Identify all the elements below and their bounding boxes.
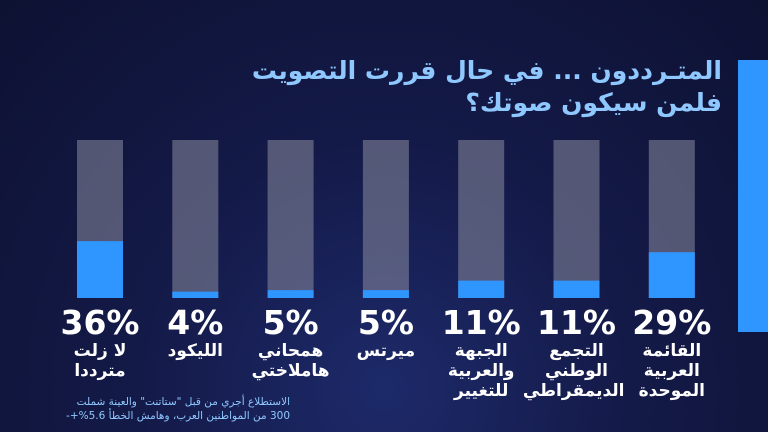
bar [648, 252, 695, 298]
bar [553, 280, 600, 298]
bar-track [362, 140, 409, 298]
bar-track [553, 140, 600, 298]
bar-track [172, 140, 219, 298]
value-label: 5% [357, 303, 414, 342]
category-label: همحاني هاملاختي [251, 341, 330, 381]
category-label: ميرتس [356, 341, 416, 361]
category-label: الجبهة والعربية للتغيير [447, 341, 515, 401]
note: الاستطلاع أجري من قبل "ستاتنت" والعينة ش… [76, 396, 290, 408]
category-label: لا زلت مترددا [73, 341, 127, 381]
category-label: التجمع الوطني الديمقراطي [522, 341, 625, 401]
bar [172, 291, 219, 298]
value-label: 4% [167, 303, 224, 342]
bar [458, 280, 505, 298]
value-label: 11% [537, 303, 616, 342]
category-label: الليكود [167, 341, 223, 361]
bar [77, 241, 123, 298]
chart-title: فلمن سيكون صوتك؟ [465, 88, 722, 117]
value-label: 5% [262, 303, 319, 342]
value-label: 11% [441, 303, 521, 342]
value-label: 29% [632, 303, 712, 342]
chart-title: المتـرددون ... في حال قررت التصويت [251, 56, 722, 85]
bar-track [458, 140, 505, 298]
accent-bar [738, 60, 768, 332]
note: 300 من المواطنين العرب، وهامش الخطأ 5.6%… [66, 410, 290, 422]
bar [267, 290, 314, 298]
value-label: 36% [60, 303, 140, 342]
category-label: القائمة العربية الموحدة [638, 341, 705, 401]
bar-track [267, 140, 314, 298]
bar [362, 290, 409, 298]
